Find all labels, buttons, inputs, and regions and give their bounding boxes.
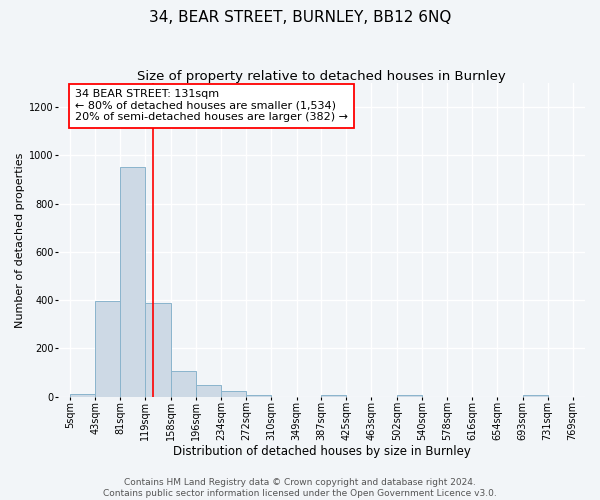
Bar (322, 394, 346, 396)
Text: 34, BEAR STREET, BURNLEY, BB12 6NQ: 34, BEAR STREET, BURNLEY, BB12 6NQ (149, 10, 451, 25)
Bar (70, 394, 95, 396)
Title: Size of property relative to detached houses in Burnley: Size of property relative to detached ho… (137, 70, 506, 83)
Y-axis label: Number of detached properties: Number of detached properties (15, 152, 25, 328)
Bar (221, 392, 246, 396)
Text: 34 BEAR STREET: 131sqm
← 80% of detached houses are smaller (1,534)
20% of semi-: 34 BEAR STREET: 131sqm ← 80% of detached… (75, 90, 348, 122)
Bar (121, 168, 145, 396)
Text: Contains HM Land Registry data © Crown copyright and database right 2024.
Contai: Contains HM Land Registry data © Crown c… (103, 478, 497, 498)
X-axis label: Distribution of detached houses by size in Burnley: Distribution of detached houses by size … (173, 444, 470, 458)
Bar (171, 370, 196, 396)
Bar (196, 384, 221, 396)
Bar (95, 302, 121, 396)
Bar (145, 302, 171, 396)
